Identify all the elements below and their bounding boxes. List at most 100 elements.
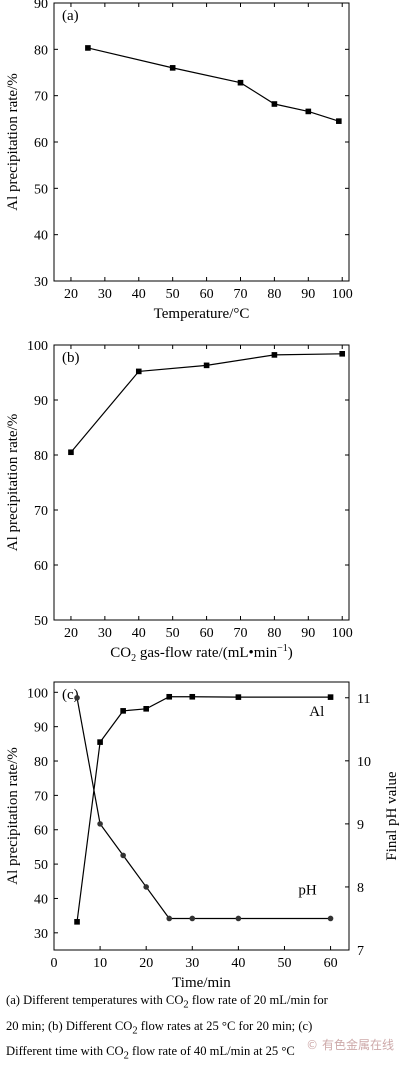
data-point <box>166 693 173 700</box>
series-line <box>87 47 340 122</box>
series-label: pH <box>298 882 317 898</box>
data-point <box>143 706 149 712</box>
panel-b: 20 30 40 50 60 70 80 90 100 50 60 70 80 90 100 (b) CO2 g… <box>5 339 353 664</box>
data-point <box>166 915 173 922</box>
x-tick-label: 20 <box>64 287 78 302</box>
series-line <box>70 353 343 453</box>
y-tick-label: 60 <box>34 136 48 151</box>
caption-text: Different time with CO <box>6 1044 124 1059</box>
y-tick-label: 90 <box>34 0 48 12</box>
caption-subscript: 2 <box>183 999 189 1011</box>
x-tick-label: 90 <box>301 287 315 302</box>
x-label-text: gas-flow rate/(mL•min <box>136 645 278 661</box>
x-label-text: ) <box>288 645 293 661</box>
y-tick-label: 40 <box>34 229 48 244</box>
x-tick-label: 80 <box>267 626 281 641</box>
series-line <box>76 697 331 920</box>
x-tick-label: 40 <box>231 956 245 971</box>
y2-axis-label: Final pH value <box>384 771 400 860</box>
caption-text: flow rate of 40 mL/min at 25 °C <box>128 1044 295 1059</box>
x-tick-label: 30 <box>98 287 112 302</box>
data-point <box>271 101 278 107</box>
data-point <box>135 368 142 375</box>
caption-subscript: 2 <box>132 1025 138 1037</box>
x-tick-label: 70 <box>233 287 247 302</box>
data-point <box>189 693 196 700</box>
y-tick-label: 80 <box>34 449 48 464</box>
y-tick-label: 30 <box>34 927 48 942</box>
data-point <box>327 694 334 700</box>
x-tick-label: 50 <box>166 287 180 302</box>
x-tick-label: 60 <box>200 626 214 641</box>
y-tick-label: 100 <box>27 686 48 701</box>
y-tick-label: 90 <box>34 394 48 409</box>
caption-line-3: Different time with CO2 flow rate of 40 … <box>6 1041 398 1067</box>
data-point <box>120 852 126 859</box>
data-point <box>305 108 312 115</box>
plot-frame <box>53 681 350 951</box>
y-tick-label: 70 <box>34 90 48 105</box>
y2-tick-label: 8 <box>357 881 364 896</box>
x-axis-label: Time/min <box>172 975 231 990</box>
series-label: Al <box>309 704 324 720</box>
data-point <box>339 351 346 357</box>
x-tick-label: 30 <box>98 626 112 641</box>
data-point <box>327 915 334 922</box>
x-tick-label: 30 <box>185 956 199 971</box>
y-axis-label: Al precipitation rate/% <box>5 414 21 551</box>
x-tick-label: 20 <box>139 956 153 971</box>
y-axis-label: Al precipitation rate/% <box>5 747 21 884</box>
y2-tick-label: 11 <box>357 692 370 707</box>
data-point <box>120 708 126 714</box>
y-tick-label: 90 <box>34 721 48 736</box>
caption-text: flow rate of 20 mL/min for <box>188 993 328 1007</box>
caption-line-2: 20 min; (b) Different CO2 flow rates at … <box>6 1016 398 1042</box>
y2-tick-label: 10 <box>357 755 371 770</box>
y-tick-label: 30 <box>34 275 48 290</box>
data-point <box>97 739 103 745</box>
data-point <box>271 352 278 358</box>
x-tick-label: 80 <box>267 287 281 302</box>
x-tick-label: 40 <box>132 626 146 641</box>
x-axis-label: Temperature/°C <box>154 306 250 322</box>
data-point <box>85 45 91 51</box>
x-tick-label: 40 <box>132 287 146 302</box>
panel-label: (b) <box>62 350 80 366</box>
y2-tick-label: 7 <box>357 944 364 959</box>
y-tick-label: 50 <box>34 858 48 873</box>
x-tick-label: 70 <box>233 626 247 641</box>
data-point <box>189 915 196 922</box>
x-label-subscript: 2 <box>131 653 136 664</box>
x-tick-label: 0 <box>51 956 58 971</box>
data-point <box>237 79 244 86</box>
y-tick-label: 60 <box>34 559 48 574</box>
x-tick-label: 50 <box>166 626 180 641</box>
watermark: © 有色金属在线 <box>306 1038 394 1052</box>
x-tick-label: 60 <box>200 287 214 302</box>
plot-frame <box>53 2 350 282</box>
data-point <box>74 694 80 701</box>
series-line <box>76 696 331 922</box>
data-point <box>74 919 80 925</box>
x-label-superscript: −1 <box>277 643 288 654</box>
y2-tick-label: 9 <box>357 818 364 833</box>
x-tick-label: 100 <box>332 287 353 302</box>
data-point <box>235 694 242 700</box>
y-tick-label: 50 <box>34 614 48 629</box>
panel-a: 20 30 40 50 60 70 80 90 100 30 40 50 60 70 80 90 (a) Temp… <box>5 0 353 322</box>
y-tick-label: 60 <box>34 824 48 839</box>
data-point <box>68 449 74 456</box>
caption-text: 20 min; (b) Different CO <box>6 1018 133 1033</box>
data-point <box>97 821 103 827</box>
x-axis-label: CO2 gas-flow rate/(mL•min−1) <box>110 643 293 664</box>
y-tick-label: 40 <box>34 892 48 907</box>
x-tick-label: 20 <box>64 626 78 641</box>
x-tick-label: 50 <box>277 956 291 971</box>
panel-label: (a) <box>62 8 79 24</box>
y-tick-label: 50 <box>34 182 48 197</box>
caption-text: flow rates at 25 °C for 20 min; (c) <box>137 1018 313 1033</box>
x-tick-label: 60 <box>324 956 338 971</box>
y-tick-label: 70 <box>34 504 48 519</box>
x-tick-label: 90 <box>301 626 315 641</box>
data-point <box>169 65 176 71</box>
